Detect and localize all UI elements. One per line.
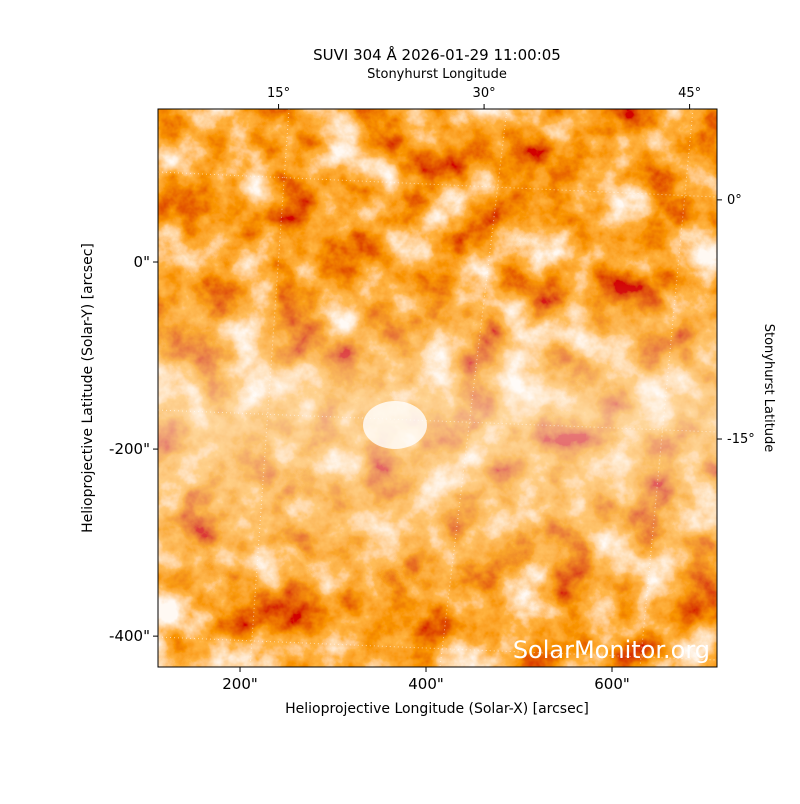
chart-title: SUVI 304 Å 2026-01-29 11:00:05 <box>313 45 561 64</box>
y-axis-label: Helioprojective Latitude (Solar-Y) [arcs… <box>80 243 96 533</box>
x2-tick-label: 15° <box>267 86 290 101</box>
y2-tick-label: -15° <box>727 432 755 447</box>
plot-frame <box>157 108 718 668</box>
x2-axis-label: Stonyhurst Longitude <box>367 67 507 82</box>
watermark: SolarMonitor.org <box>513 636 710 664</box>
bright-region <box>363 401 427 449</box>
x2-tick-label: 30° <box>473 86 496 101</box>
solar-image: SolarMonitor.org <box>158 109 717 667</box>
y-tick-label: 0" <box>134 253 150 271</box>
x2-tick-label: 45° <box>678 86 701 101</box>
x-tick-label: 200" <box>222 675 258 693</box>
image-bright-band <box>158 109 717 667</box>
coordinate-grid <box>158 109 717 667</box>
y-tick-label: -200" <box>109 440 150 458</box>
y-tick-label: -400" <box>109 627 150 645</box>
y2-axis-label: Stonyhurst Latitude <box>761 324 776 453</box>
x-axis-label: Helioprojective Longitude (Solar-X) [arc… <box>285 701 589 717</box>
y2-tick-label: 0° <box>727 193 742 208</box>
x-tick-label: 600" <box>594 675 630 693</box>
x-tick-label: 400" <box>408 675 444 693</box>
